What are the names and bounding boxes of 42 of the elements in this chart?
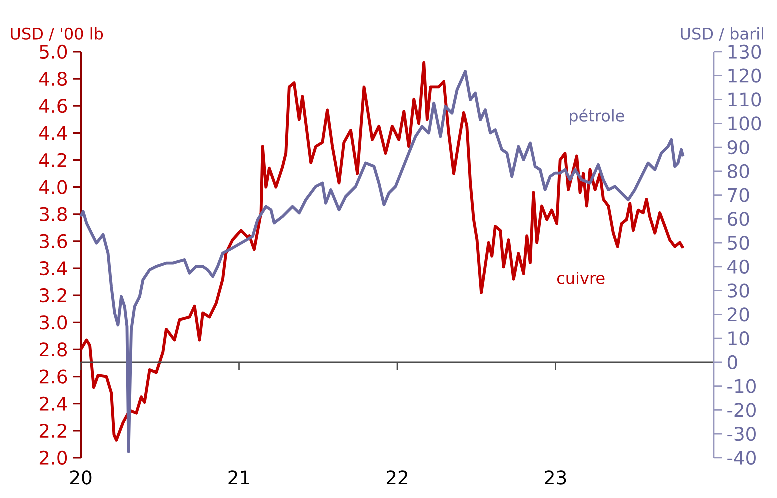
y2-tick-label: 30 (728, 284, 750, 298)
y2-axis-title: USD / baril (681, 28, 764, 42)
y2-tick-label: 100 (728, 116, 762, 131)
series-label: cuivre (557, 272, 605, 284)
y2-tick-label: 0 (728, 355, 738, 370)
y-tick-label: 2.6 (40, 370, 68, 384)
y2-tick-label: -20 (728, 403, 756, 418)
y2-tick-label: 20 (728, 308, 750, 322)
x-tick-label: 21 (228, 470, 250, 485)
y2-tick-label: 50 (728, 236, 750, 250)
y-axis-title: USD / '00 lb (11, 28, 104, 42)
y2-tick-label: -10 (728, 379, 756, 394)
y2-tick-label: 110 (728, 92, 762, 107)
y2-tick-label: 60 (728, 212, 750, 226)
y-tick-label: 3.6 (40, 234, 68, 249)
y-tick-label: 4.2 (40, 153, 66, 168)
y-tick-label: 4.6 (40, 99, 68, 114)
y-tick-label: 2.8 (40, 342, 68, 357)
y-tick-label: 3.4 (40, 261, 68, 276)
y-tick-label: 3.2 (40, 288, 66, 303)
y-tick-label: 2.4 (40, 396, 68, 411)
y2-tick-label: 90 (728, 140, 750, 155)
x-tick-label: 23 (545, 470, 566, 485)
y-tick-label: 4.0 (40, 180, 68, 194)
y2-tick-label: 40 (728, 260, 750, 274)
text: pétrole (570, 108, 624, 126)
y-tick-label: 4.8 (40, 72, 68, 86)
y-tick-label: 2.0 (40, 450, 68, 466)
y2-tick-label: 70 (728, 188, 750, 202)
y2-tick-label: 120 (728, 68, 762, 83)
y-tick-label: 2.2 (40, 424, 66, 438)
y-tick-label: 5.0 (40, 44, 68, 60)
x-tick-label: 20 (70, 470, 92, 485)
y-tick-label: 3.0 (40, 316, 68, 330)
y2-tick-label: -30 (728, 427, 756, 442)
y-tick-label: 4.4 (40, 126, 68, 140)
y2-tick-label: 10 (728, 332, 750, 346)
y2-tick-label: -40 (728, 450, 756, 466)
y-tick-label: 3.8 (40, 207, 68, 222)
x-tick-label: 22 (386, 470, 408, 485)
y2-tick-label: 80 (728, 164, 750, 178)
y2-tick-label: 130 (728, 44, 762, 60)
